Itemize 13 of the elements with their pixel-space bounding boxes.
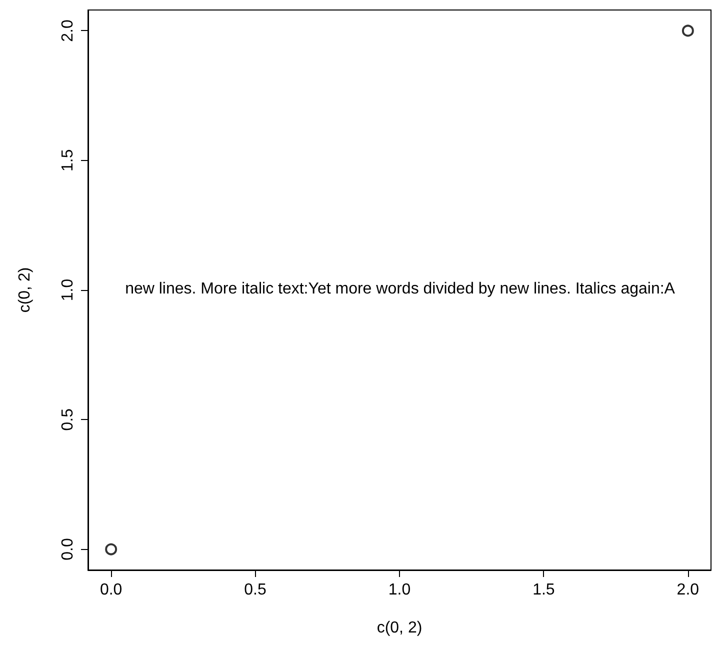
annotation: new lines. More italic text:Yet more words divided by new lines. Italics again:A bbox=[125, 280, 676, 298]
x-tick-label: 1.0 bbox=[388, 582, 411, 598]
y-tick-label: 0.0 bbox=[60, 538, 76, 560]
x-axis-title: c(0, 2) bbox=[376, 620, 422, 636]
y-tick-label: 2.0 bbox=[60, 20, 76, 42]
y-tick-label: 0.5 bbox=[60, 408, 76, 431]
x-tick-label: 0.0 bbox=[100, 582, 122, 598]
x-tick-label: 1.5 bbox=[532, 582, 555, 598]
y-axis-title: c(0, 2) bbox=[16, 267, 34, 313]
x-tick-label: 2.0 bbox=[676, 582, 700, 598]
y-tick-label: 1.5 bbox=[60, 149, 76, 172]
y-tick-label: 1.0 bbox=[60, 278, 76, 302]
x-tick-label: 0.5 bbox=[244, 582, 267, 598]
